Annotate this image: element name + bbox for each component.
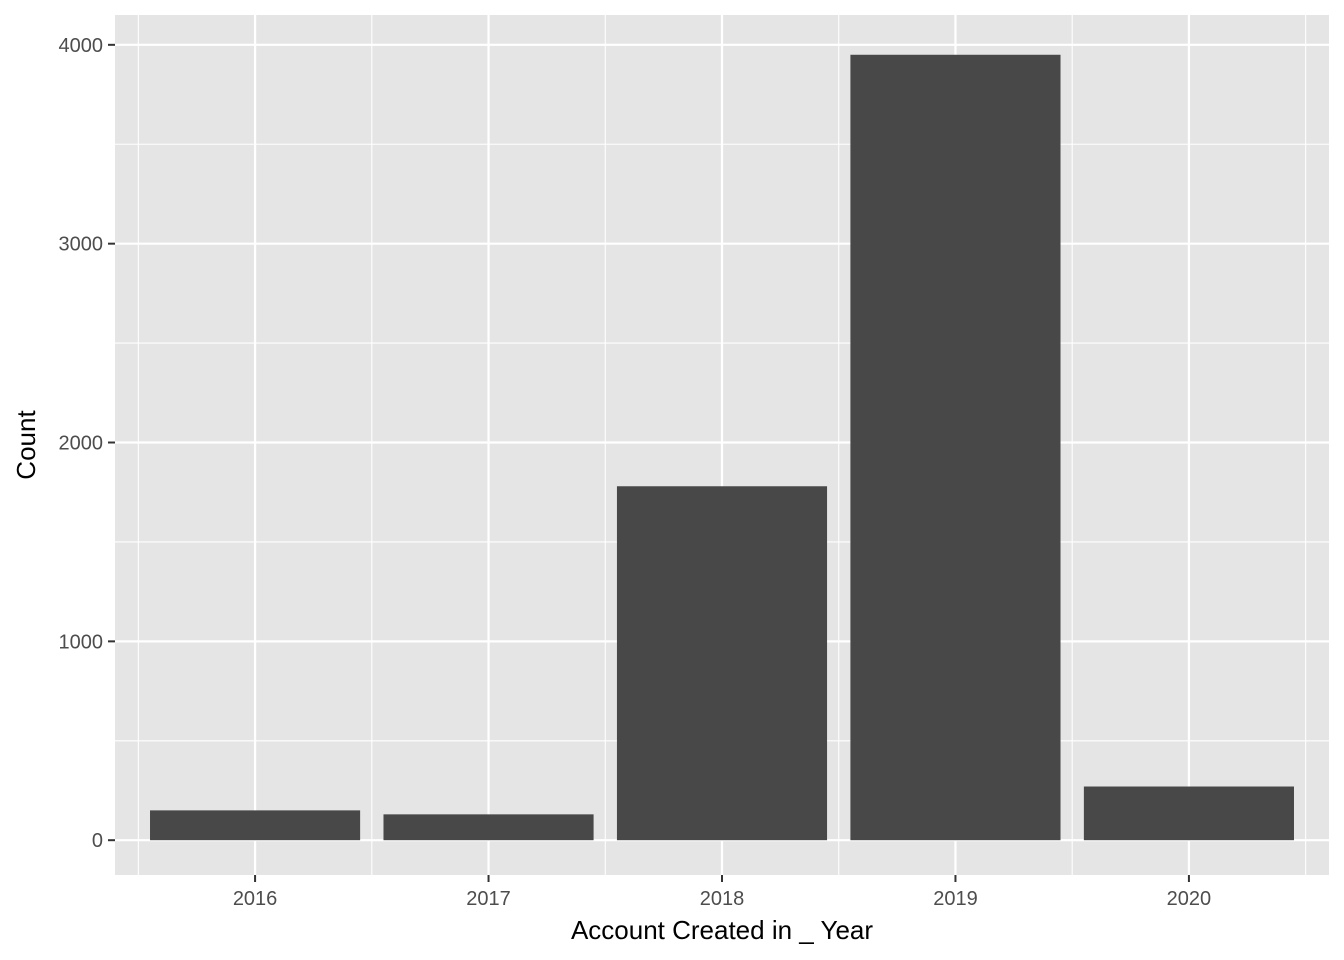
- y-axis-tick-label: 3000: [59, 234, 104, 256]
- y-axis-tick-labels: 0 1000 2000 3000 4000: [59, 35, 104, 852]
- y-axis-tick-label: 1000: [59, 631, 104, 653]
- bar-2020: [1083, 786, 1294, 841]
- x-axis-tick-label: 2016: [233, 888, 278, 910]
- x-axis-tick-label: 2020: [1167, 888, 1212, 910]
- bar-2017: [383, 814, 594, 841]
- x-axis-tick-labels: 2016 2017 2018 2019 2020: [233, 888, 1211, 910]
- bar-2016: [150, 810, 361, 841]
- bar-2018: [616, 486, 828, 841]
- y-axis-title: Count: [11, 410, 41, 480]
- x-axis-title: Account Created in _ Year: [571, 915, 873, 945]
- x-axis-tick-label: 2019: [933, 888, 978, 910]
- x-axis-tick-label: 2017: [466, 888, 511, 910]
- y-axis-tick-label: 2000: [59, 433, 104, 455]
- bars: [150, 54, 1294, 841]
- y-axis-tick-label: 4000: [59, 35, 104, 57]
- x-axis-tick-label: 2018: [700, 888, 745, 910]
- bar-2019: [850, 54, 1061, 841]
- axis-ticks: [108, 43, 1190, 882]
- y-axis-tick-label: 0: [92, 830, 103, 852]
